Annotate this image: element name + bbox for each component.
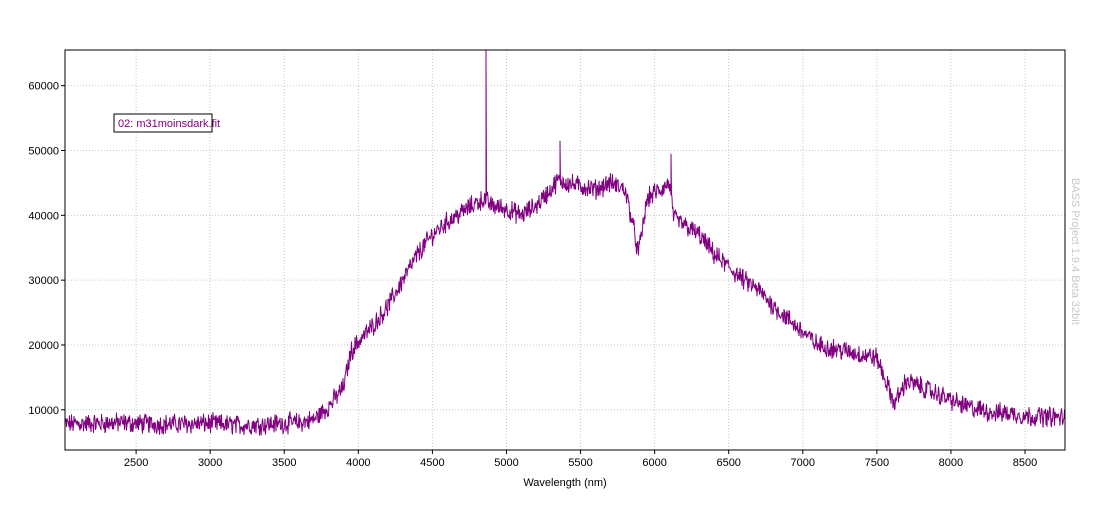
x-axis-ticks: 2500 3000 3500 4000 4500 5000 5500 6000 6500 7000… [124, 450, 1037, 469]
x-tick-label: 6500 [716, 457, 740, 469]
watermark-text: BASS Project 1.9.4 Beta 32bit [1069, 178, 1081, 325]
y-axis-ticks: 10000 20000 30000 40000 50000 60000 [28, 81, 65, 417]
x-tick-label: 3000 [198, 457, 222, 469]
x-tick-label: 8000 [939, 457, 963, 469]
x-tick-label: 5500 [568, 457, 592, 469]
x-tick-label: 2500 [124, 457, 148, 469]
y-tick-label: 50000 [28, 145, 59, 157]
y-tick-label: 40000 [28, 210, 59, 222]
plot-frame [64, 49, 1066, 451]
x-tick-label: 6000 [642, 457, 666, 469]
x-tick-label: 4000 [346, 457, 370, 469]
series-layer [64, 49, 1066, 436]
legend-frame [113, 113, 213, 133]
y-tick-label: 20000 [28, 340, 59, 352]
x-tick-label: 7000 [791, 457, 815, 469]
x-tick-label: 5000 [494, 457, 518, 469]
legend-label: 02: m31moinsdark.fit [118, 118, 220, 130]
series-line [64, 49, 1066, 436]
legend-box: 02: m31moinsdark.fit [113, 113, 220, 133]
y-tick-label: 30000 [28, 275, 59, 287]
y-tick-label: 60000 [28, 81, 59, 93]
x-tick-label: 7500 [865, 457, 889, 469]
x-axis-label: Wavelength (nm) [523, 477, 606, 489]
x-tick-label: 4500 [420, 457, 444, 469]
x-tick-label: 3500 [272, 457, 296, 469]
y-tick-label: 10000 [28, 405, 59, 417]
x-tick-label: 8500 [1013, 457, 1037, 469]
grid [65, 50, 1065, 450]
